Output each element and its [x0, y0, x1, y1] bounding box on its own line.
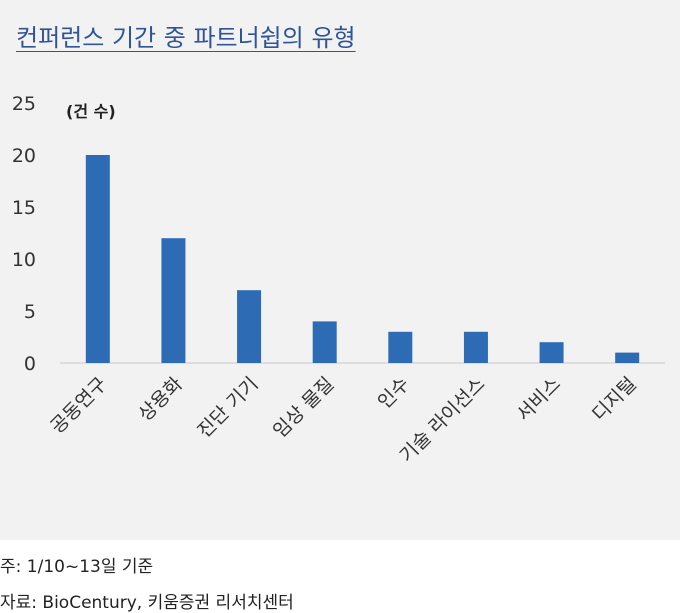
- x-tick-label: 진단 기기: [193, 373, 262, 442]
- y-tick-label: 0: [24, 353, 36, 375]
- bar: [161, 238, 186, 363]
- y-tick-label: 20: [12, 145, 36, 167]
- y-tick-label: 15: [12, 197, 36, 219]
- x-tick-label: 서비스: [512, 373, 565, 426]
- bar: [463, 331, 488, 363]
- x-tick-label: 공동연구: [46, 373, 111, 438]
- x-tick-label: 임상 물질: [269, 373, 338, 442]
- chart-title: 컨퍼런스 기간 중 파트너쉽의 유형: [16, 24, 356, 52]
- y-unit-label: (건 수): [66, 102, 116, 121]
- bar: [237, 290, 262, 363]
- source-note: 자료: BioCentury, 키움증권 리서치센터: [0, 593, 294, 613]
- chart-panel: 컨퍼런스 기간 중 파트너쉽의 유형 0 5 10 15 20 25 (건 수) 공동연구 상용…: [0, 0, 680, 540]
- bar: [539, 342, 564, 363]
- footnote: 주: 1/10~13일 기준: [0, 557, 154, 577]
- bar: [388, 331, 413, 363]
- y-tick-label: 5: [24, 301, 36, 323]
- x-tick-label: 디지털: [588, 373, 641, 426]
- bar: [85, 155, 110, 363]
- bar: [615, 352, 640, 363]
- x-tick-label: 인수: [374, 373, 414, 413]
- bar: [312, 321, 337, 363]
- y-tick-label: 10: [12, 249, 36, 271]
- x-tick-label: 상용화: [134, 373, 187, 426]
- y-tick-label: 25: [12, 93, 36, 115]
